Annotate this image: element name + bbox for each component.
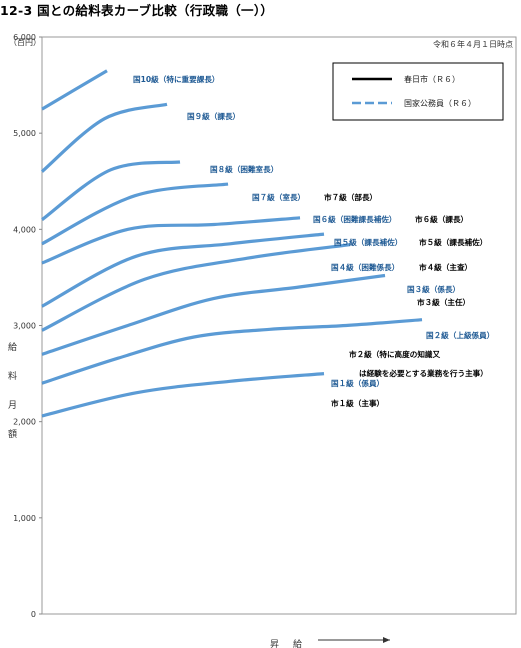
series-label-city: 市４級（主査） (419, 262, 472, 272)
y-tick-label: 3,000 (13, 322, 36, 331)
series-line-national (41, 232, 325, 308)
series-line-national (41, 216, 301, 265)
series-label-national: 国９級（課長） (187, 111, 240, 121)
y-tick-label: 2,000 (13, 418, 36, 427)
series-label-city: 市５級（課長補佐） (419, 237, 487, 247)
series-line-national (41, 182, 229, 246)
y-unit-label: （百円） (9, 38, 41, 47)
series-line-city (41, 274, 386, 355)
series-label-national: 国６級（困難課長補佐） (313, 214, 397, 224)
series-label-city-line2: は経験を必要とする業務を行う主事） (359, 368, 488, 378)
series-label-national: 国８級（困難室長） (210, 164, 278, 174)
y-tick-label: 5,000 (13, 129, 36, 138)
x-axis-arrow-head (383, 637, 390, 643)
date-note: 令和６年４月１日時点 (433, 39, 513, 49)
series-label-national: 国１級（係員） (331, 378, 384, 388)
series-label-national: 国５級（課長補佐） (334, 237, 402, 247)
series-label-city: 市１級（主事） (331, 398, 384, 408)
series-line-national (41, 243, 351, 332)
series-line-national (41, 318, 423, 385)
series-line-city (41, 372, 325, 417)
y-axis-label-char: 料 (8, 370, 17, 382)
series-line-national (41, 372, 325, 418)
x-axis-label: 昇給 (270, 638, 316, 648)
y-tick-label: 0 (31, 610, 36, 619)
series-line-national (41, 160, 181, 221)
page-title: 12-3 国との給料表カーブ比較（行政職（一）） (0, 3, 274, 18)
series-line-city (41, 183, 229, 245)
series-label-national: 国２級（上級係員） (426, 330, 494, 340)
y-tick-label: 4,000 (13, 225, 36, 234)
y-tick-label: 6,000 (13, 33, 36, 42)
series-label-city: 市６級（課長） (415, 214, 468, 224)
legend-label: 国家公務員（Ｒ６） (404, 98, 476, 108)
y-axis-label-char: 月 (8, 400, 17, 411)
series-label-national: 国３級（係長） (407, 284, 460, 294)
series-label-city: 市３級（主任） (417, 297, 470, 307)
series-line-national (41, 69, 108, 111)
legend-box (332, 62, 504, 121)
legend-label: 春日市（Ｒ６） (404, 74, 460, 84)
plot-area (41, 36, 517, 615)
series-line-national (41, 273, 386, 356)
series-label-national: 国４級（困難係長） (331, 262, 399, 272)
series-label-national: 国７級（室長） (252, 192, 305, 202)
series-label-national: 国10級（特に重要課長） (133, 74, 220, 84)
y-axis-label-char: 給 (8, 341, 17, 353)
series-label-city-line1: 市２級（特に高度の知識又 (349, 349, 441, 359)
y-tick-label: 1,000 (13, 514, 36, 523)
series-line-national (40, 102, 168, 173)
series-label-city: 市７級（部長） (324, 192, 377, 202)
y-axis-label-char: 額 (8, 428, 17, 440)
